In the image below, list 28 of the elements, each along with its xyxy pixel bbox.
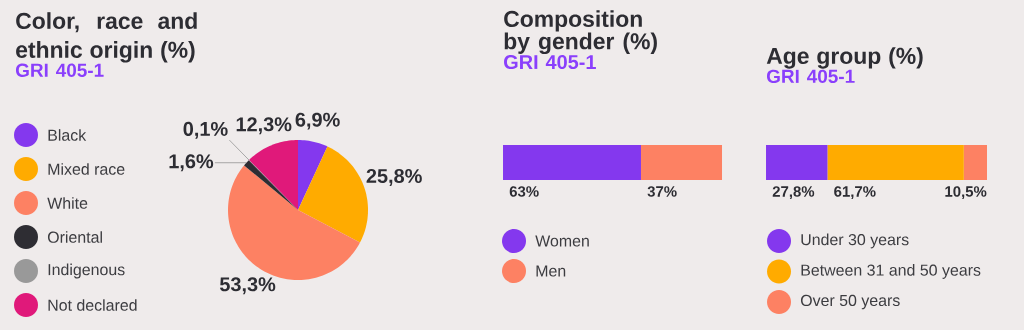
- legend-label: Over 50 years: [800, 294, 900, 310]
- legend-label: Under 30 years: [801, 233, 909, 249]
- data-label: 37%: [647, 186, 677, 197]
- legend-label: Women: [535, 235, 589, 247]
- data-label: 61,7%: [834, 186, 876, 199]
- chart-title: Composition by gender (%): [504, 10, 657, 55]
- legend-label: Mixed race: [48, 163, 125, 175]
- legend-label: Men: [536, 265, 566, 277]
- chart-subtitle: GRI 405-1: [504, 55, 596, 70]
- data-label: 1,6%: [169, 154, 214, 172]
- legend-label: Not declared: [48, 299, 137, 311]
- chart-title: Color, race and ethnic origin (%): [16, 12, 197, 63]
- data-label: 6,9%: [295, 112, 340, 130]
- data-label: 27,8%: [772, 186, 815, 199]
- data-label: 63%: [509, 186, 539, 197]
- data-label: 12,3%: [236, 117, 292, 135]
- data-label: 53,3%: [219, 277, 276, 295]
- legend-label: Between 31 and 50 years: [801, 264, 981, 279]
- chart-subtitle: GRI 405-1: [15, 63, 104, 77]
- data-label: 10,5%: [945, 186, 987, 199]
- data-label: 25,8%: [366, 168, 422, 186]
- legend-label: Black: [48, 129, 87, 141]
- data-label: 0,1%: [183, 121, 228, 139]
- legend-label: White: [47, 197, 88, 209]
- legend-label: Indigenous: [48, 263, 125, 279]
- chart-title: Age group (%): [766, 47, 923, 69]
- legend-label: Oriental: [47, 231, 102, 243]
- chart-subtitle: GRI 405-1: [767, 69, 855, 84]
